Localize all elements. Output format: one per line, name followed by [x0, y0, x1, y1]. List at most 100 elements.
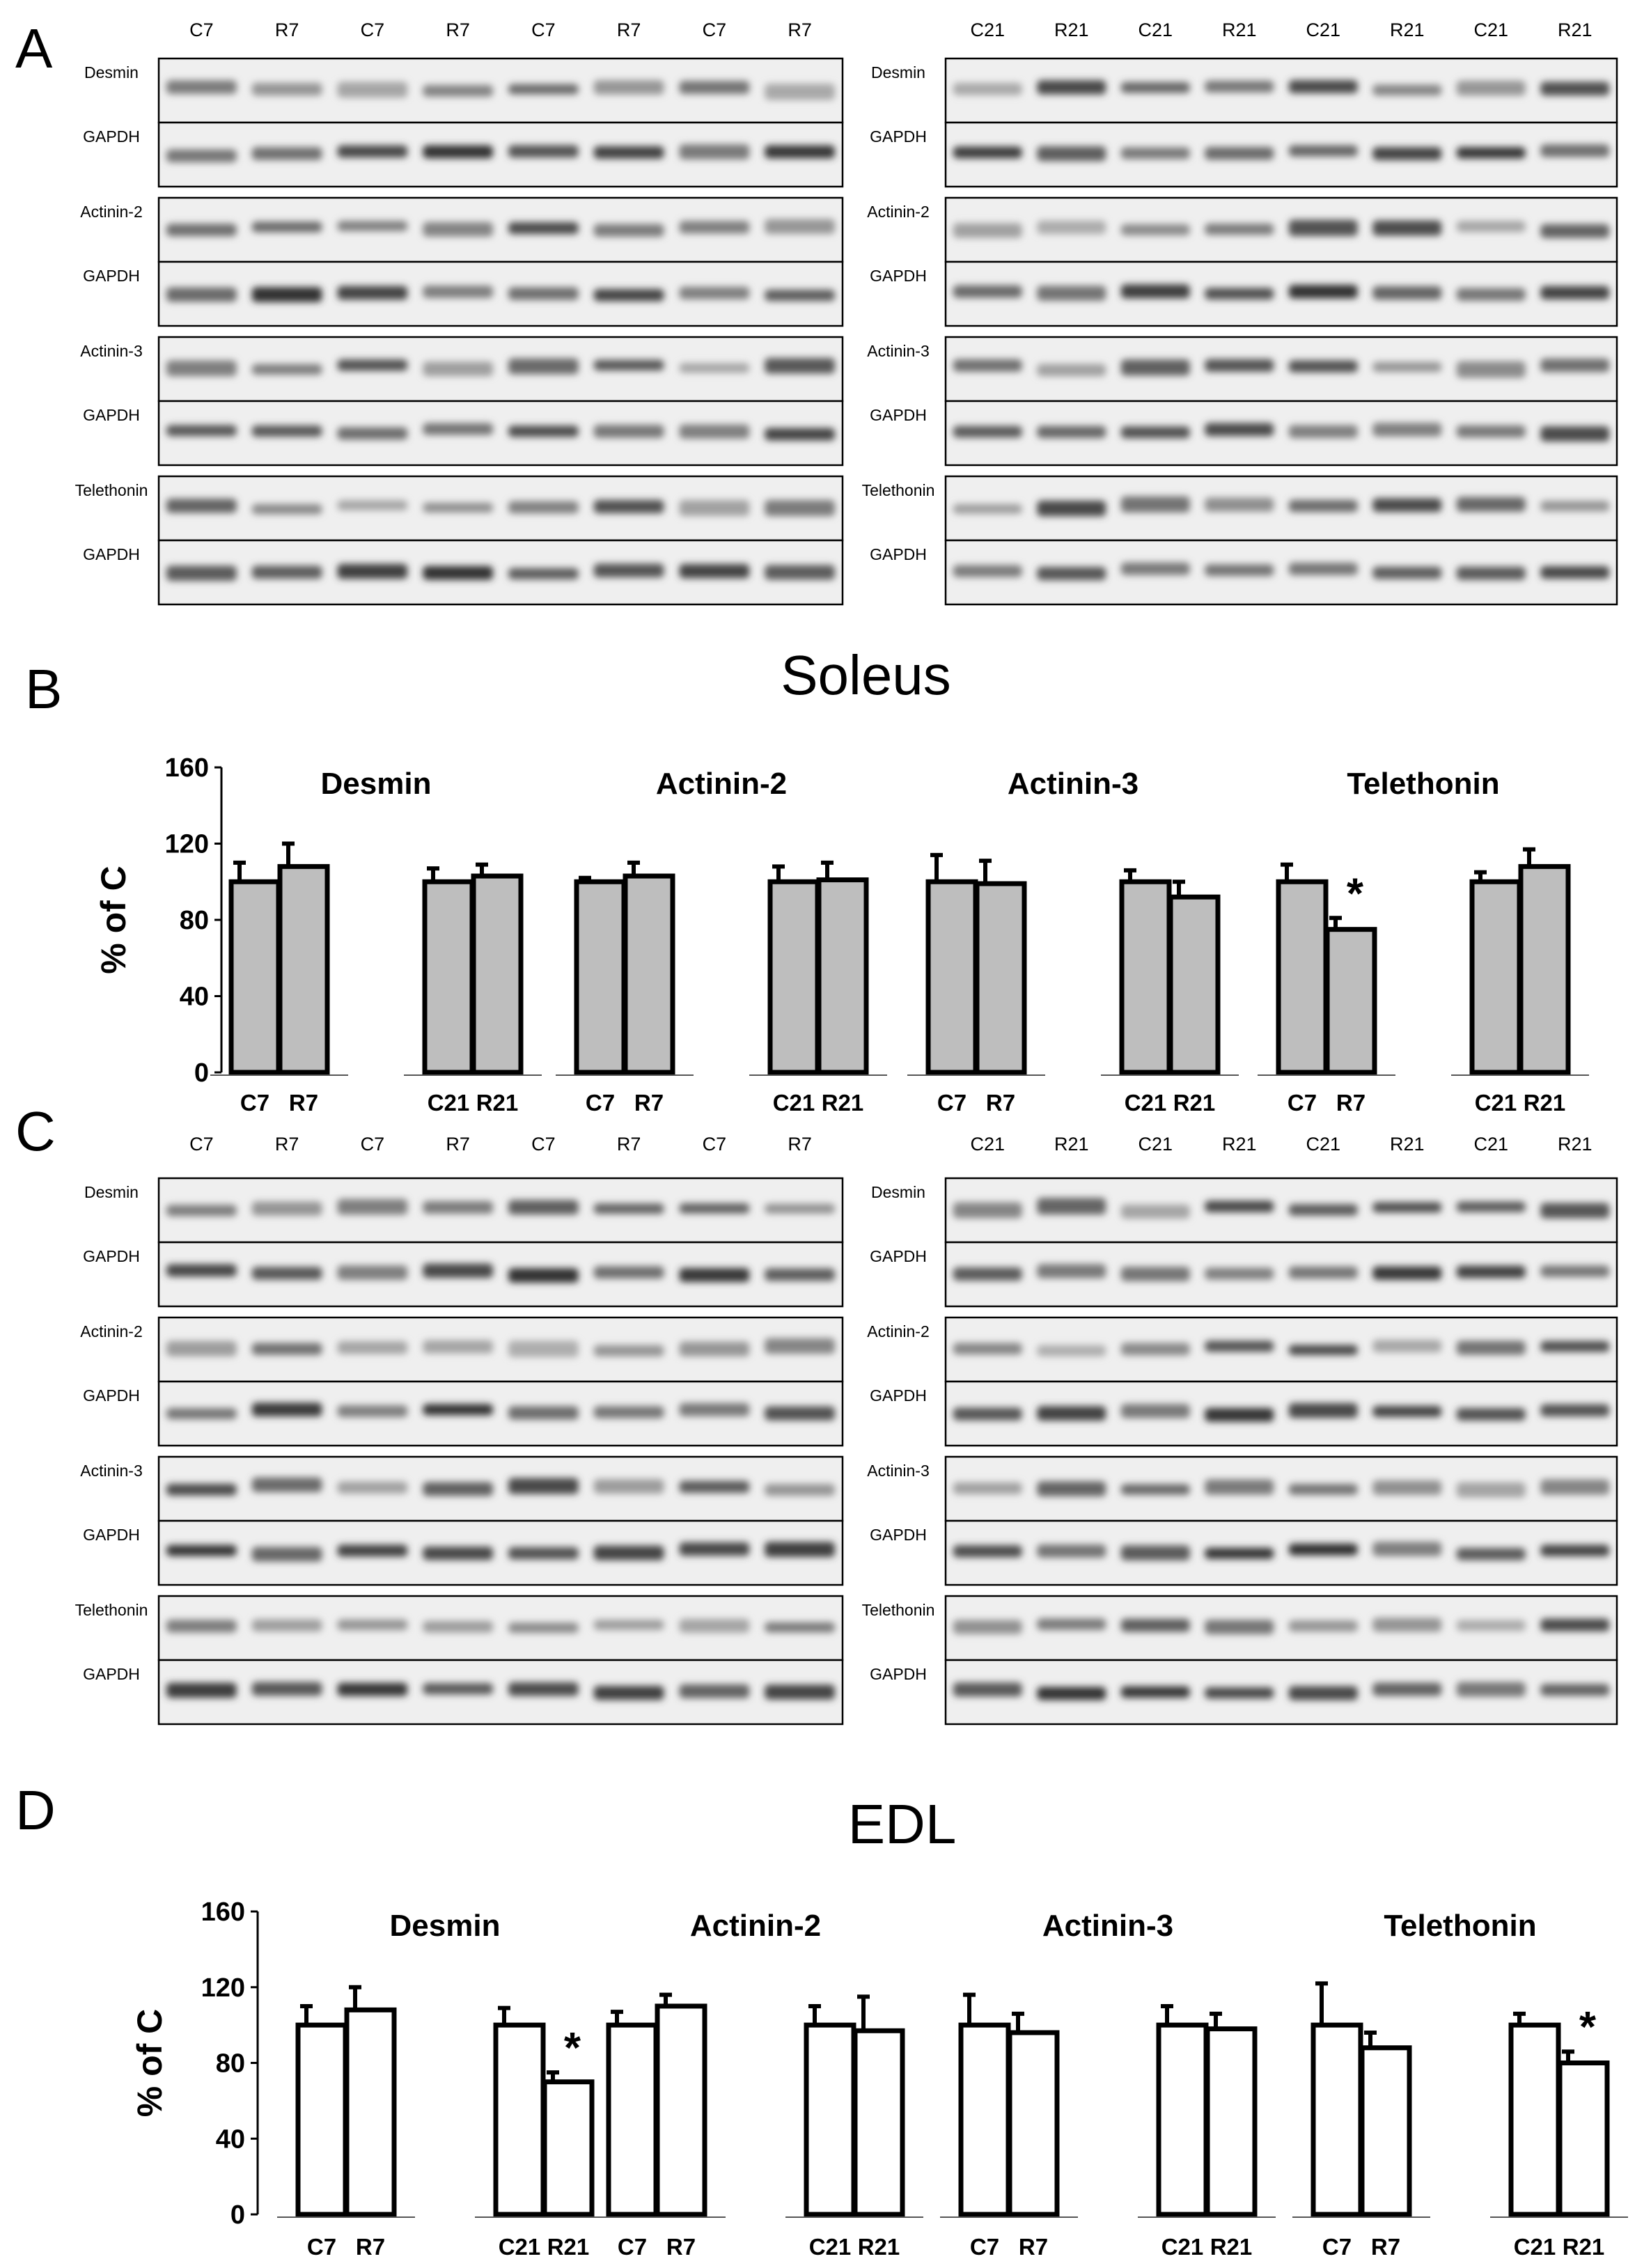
blot-band-c-right-0-0-0 — [953, 1202, 1022, 1219]
blot-band-c-left-2-1-4 — [508, 1547, 579, 1560]
blot-band-a-left-0-1-3 — [423, 145, 493, 159]
blot-band-a-left-2-1-7 — [765, 428, 835, 441]
blot-band-c-right-1-0-7 — [1540, 1340, 1610, 1352]
lane-label-c-right-6: C21 — [1473, 1134, 1508, 1155]
lane-label-a-right-5: R21 — [1390, 19, 1425, 40]
category-label-b-telethonin-r21: R21 — [1524, 1090, 1566, 1116]
blot-band-c-left-0-1-2 — [337, 1265, 408, 1280]
blot-band-c-left-0-0-4 — [508, 1200, 579, 1215]
blot-band-a-left-1-0-6 — [679, 221, 750, 234]
blot-band-a-right-3-0-4 — [1288, 499, 1358, 513]
blot-band-a-left-1-0-4 — [508, 222, 579, 235]
blot-band-a-left-2-1-6 — [679, 424, 750, 439]
blot-band-a-left-0-1-7 — [765, 145, 835, 159]
group-title-b-desmin: Desmin — [321, 767, 432, 801]
lane-label-a-left-0: C7 — [189, 19, 214, 40]
group-title-d-desmin: Desmin — [390, 1909, 501, 1943]
blot-band-c-right-1-0-1 — [1037, 1345, 1106, 1356]
blot-band-a-right-0-0-0 — [953, 83, 1022, 95]
blot-band-c-right-1-1-5 — [1372, 1405, 1442, 1417]
blot-band-a-right-1-0-7 — [1540, 224, 1610, 238]
blot-band-a-right-1-0-6 — [1456, 221, 1526, 233]
bar-d-actinin-2-c7 — [606, 2022, 659, 2217]
blot-band-a-left-0-1-2 — [337, 145, 408, 158]
blot-band-a-right-1-0-0 — [953, 223, 1022, 238]
blot-band-a-left-1-1-3 — [423, 286, 493, 298]
y-tick-label-d-4: 160 — [201, 1898, 245, 1927]
blot-band-c-right-2-1-2 — [1120, 1545, 1190, 1561]
blot-band-a-right-1-0-2 — [1120, 224, 1190, 236]
blot-band-c-left-1-1-0 — [166, 1408, 237, 1420]
lane-label-c-right-1: R21 — [1054, 1134, 1089, 1155]
blot-band-c-right-1-1-4 — [1288, 1402, 1358, 1418]
bar-b-actinin-2-c21 — [767, 879, 820, 1075]
blot-band-a-right-3-0-7 — [1540, 501, 1610, 512]
blot-band-c-left-2-0-6 — [679, 1480, 750, 1493]
blot-band-a-left-2-0-5 — [593, 359, 664, 371]
blot-band-a-right-1-1-1 — [1037, 286, 1106, 301]
blot-band-c-right-2-0-2 — [1120, 1484, 1190, 1495]
panel-letter-a: A — [15, 17, 53, 79]
bar-b-actinin-3-c7 — [925, 879, 978, 1075]
category-label-d-actinin-2-r21: R21 — [858, 2234, 900, 2260]
blot-band-c-right-1-0-0 — [953, 1343, 1022, 1355]
blot-band-a-right-0-1-4 — [1288, 145, 1358, 157]
blot-label-a-left-gapdh: GAPDH — [83, 545, 140, 563]
bar-d-telethonin-c7 — [1310, 2022, 1363, 2217]
blot-band-a-left-1-1-6 — [679, 286, 750, 299]
blot-band-a-left-2-1-2 — [337, 427, 408, 440]
blot-band-c-right-2-0-7 — [1540, 1479, 1610, 1495]
blot-band-c-left-0-0-6 — [679, 1203, 750, 1214]
blot-band-a-left-3-0-2 — [337, 500, 408, 510]
blot-band-a-left-1-0-7 — [765, 219, 835, 234]
blot-band-c-left-1-0-2 — [337, 1340, 408, 1354]
category-label-b-desmin-r21: R21 — [476, 1090, 519, 1116]
blot-band-c-left-3-0-6 — [679, 1618, 750, 1633]
bar-b-actinin-3-r21 — [1168, 894, 1221, 1075]
category-label-b-telethonin-c7: C7 — [1288, 1090, 1317, 1116]
blot-label-c-right-telethonin: Telethonin — [862, 1601, 935, 1619]
blot-band-a-left-3-1-2 — [337, 563, 408, 579]
blot-band-a-right-1-1-4 — [1288, 285, 1358, 299]
blot-band-c-right-3-0-7 — [1540, 1618, 1610, 1632]
blot-band-a-right-0-1-6 — [1456, 147, 1526, 159]
blot-band-c-left-1-0-0 — [166, 1340, 237, 1356]
blot-band-a-right-0-1-0 — [953, 146, 1022, 159]
category-label-d-desmin-c7: C7 — [307, 2234, 336, 2260]
blot-band-a-left-0-1-0 — [166, 149, 237, 163]
blot-band-a-right-3-1-2 — [1120, 562, 1190, 575]
blot-band-a-left-1-1-5 — [593, 289, 664, 302]
blot-band-c-left-1-1-4 — [508, 1406, 579, 1420]
blot-band-a-right-2-1-1 — [1037, 425, 1106, 439]
panel-letter-d: D — [15, 1779, 56, 1841]
category-label-d-actinin-3-r7: R7 — [1019, 2234, 1048, 2260]
blot-label-c-right-gapdh: GAPDH — [870, 1247, 927, 1265]
y-tick-label-d-1: 40 — [216, 2125, 245, 2154]
blot-band-c-left-0-1-6 — [679, 1268, 750, 1283]
blot-band-c-right-0-1-5 — [1372, 1266, 1442, 1280]
bar-b-telethonin-r21 — [1518, 863, 1571, 1075]
lane-label-a-right-2: C21 — [1138, 19, 1173, 40]
blot-band-c-right-3-0-4 — [1288, 1620, 1358, 1632]
blot-band-a-left-0-0-6 — [679, 81, 750, 95]
bar-b-telethonin-c21 — [1469, 879, 1522, 1075]
blot-band-c-left-3-1-4 — [508, 1682, 579, 1696]
bar-d-actinin-3-c7 — [958, 2022, 1011, 2217]
blot-band-a-right-1-1-7 — [1540, 286, 1610, 299]
blot-band-a-left-2-1-4 — [508, 425, 579, 437]
category-label-b-actinin-3-c21: C21 — [1125, 1090, 1167, 1116]
blot-band-c-left-3-1-3 — [423, 1682, 493, 1695]
blot-band-a-right-0-1-1 — [1037, 146, 1106, 162]
category-label-b-telethonin-r7: R7 — [1336, 1090, 1366, 1116]
bar-d-telethonin-r7 — [1359, 2045, 1412, 2217]
blot-band-c-right-3-1-2 — [1120, 1686, 1190, 1698]
blot-band-a-right-3-1-3 — [1205, 564, 1274, 577]
blot-band-a-left-0-1-4 — [508, 145, 579, 158]
bar-d-desmin-r7 — [344, 2007, 397, 2217]
bar-d-actinin-3-r21 — [1205, 2026, 1258, 2217]
y-tick-label-b-0: 0 — [194, 1058, 209, 1088]
blot-band-c-right-0-0-2 — [1120, 1204, 1190, 1219]
blot-band-a-left-3-1-3 — [423, 565, 493, 580]
lane-label-a-right-7: R21 — [1558, 19, 1593, 40]
blot-band-c-right-3-0-6 — [1456, 1620, 1526, 1632]
